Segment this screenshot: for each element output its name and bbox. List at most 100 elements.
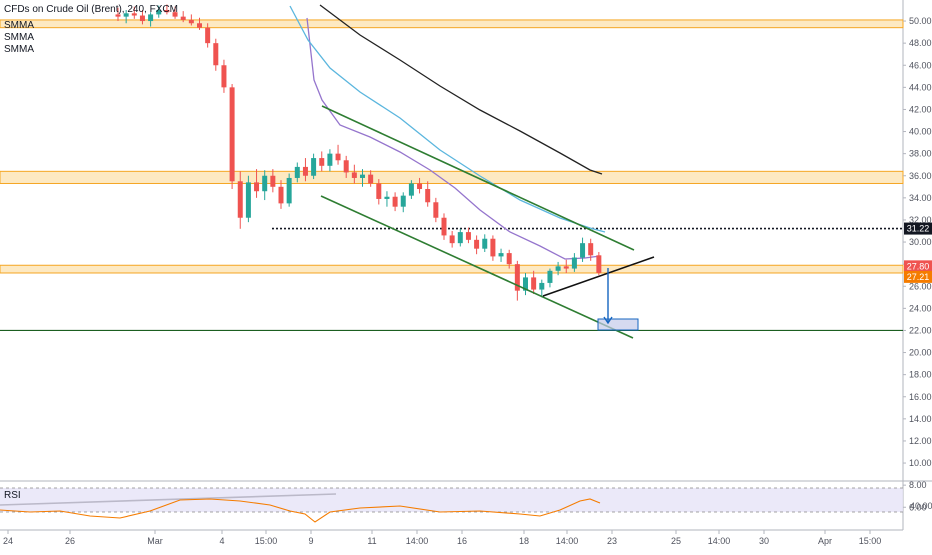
price-badge-label: 27.80 bbox=[907, 261, 930, 271]
rsi-label[interactable]: RSI bbox=[4, 490, 21, 501]
trendline-1 bbox=[321, 105, 635, 251]
candle-body-57 bbox=[580, 243, 586, 258]
y-tick-label: 42.00 bbox=[909, 104, 932, 114]
candle-body-26 bbox=[327, 153, 333, 166]
x-tick-label: 24 bbox=[3, 536, 13, 546]
candle-body-39 bbox=[433, 202, 439, 218]
candle-body-54 bbox=[555, 266, 561, 271]
candle-body-16 bbox=[245, 182, 251, 218]
target-box bbox=[597, 318, 639, 331]
indicator-label-smma-3[interactable]: SMMA bbox=[4, 44, 34, 55]
candle-body-18 bbox=[262, 175, 268, 192]
y-tick-label: 10.00 bbox=[909, 458, 932, 468]
y-tick-label: 36.00 bbox=[909, 171, 932, 181]
y-tick-label: 40.00 bbox=[909, 127, 932, 137]
candle-body-21 bbox=[286, 177, 292, 204]
y-tick-label: 34.00 bbox=[909, 193, 932, 203]
trendline-3 bbox=[542, 256, 655, 297]
indicator-label-smma-1[interactable]: SMMA bbox=[4, 20, 34, 31]
price-badge-label: 31.22 bbox=[907, 224, 930, 234]
symbol-title[interactable]: CFDs on Crude Oil (Brent), 240, FXCM bbox=[4, 4, 178, 15]
candle-body-2 bbox=[131, 13, 137, 16]
candle-body-59 bbox=[596, 255, 602, 273]
candle-body-22 bbox=[294, 166, 300, 178]
candle-body-58 bbox=[588, 243, 594, 256]
candle-body-13 bbox=[221, 65, 227, 88]
candle-body-43 bbox=[465, 232, 471, 240]
candle-body-6 bbox=[164, 10, 170, 13]
resistance-zone-2 bbox=[0, 170, 904, 184]
candle-body-34 bbox=[392, 196, 398, 207]
trendline-2 bbox=[320, 195, 634, 339]
candle-body-3 bbox=[139, 15, 145, 22]
x-tick-label: 25 bbox=[671, 536, 681, 546]
candle-body-47 bbox=[498, 253, 504, 257]
candle-body-52 bbox=[539, 282, 545, 290]
candle-body-36 bbox=[408, 183, 414, 196]
rsi-band bbox=[0, 488, 903, 512]
candle-body-55 bbox=[563, 266, 569, 269]
x-tick-label: 30 bbox=[759, 536, 769, 546]
candle-body-5 bbox=[156, 10, 162, 15]
x-tick-label: 15:00 bbox=[255, 536, 278, 546]
candle-body-49 bbox=[514, 264, 520, 291]
y-tick-label: 16.00 bbox=[909, 392, 932, 402]
resistance-zone-1 bbox=[0, 19, 904, 29]
y-tick-label: 14.00 bbox=[909, 414, 932, 424]
y-tick-label: 48.00 bbox=[909, 38, 932, 48]
y-tick-label: 32.00 bbox=[909, 215, 932, 225]
y-tick-label: 44.00 bbox=[909, 82, 932, 92]
candle-body-25 bbox=[319, 158, 325, 166]
y-tick-label: 24.00 bbox=[909, 303, 932, 313]
candle-body-1 bbox=[123, 13, 129, 17]
x-tick-label: 23 bbox=[607, 536, 617, 546]
candle-body-4 bbox=[148, 14, 154, 22]
candle-body-38 bbox=[425, 189, 431, 203]
y-tick-label: 18.00 bbox=[909, 370, 932, 380]
rsi-level-label: 40.00 bbox=[910, 501, 932, 511]
candle-body-10 bbox=[197, 23, 202, 28]
price-badge-1 bbox=[904, 222, 932, 235]
candle-body-32 bbox=[376, 183, 382, 199]
candle-body-7 bbox=[172, 12, 178, 17]
candle-body-48 bbox=[506, 253, 512, 265]
price-badge-label: 27.21 bbox=[907, 272, 930, 282]
resistance-zone-3 bbox=[0, 264, 904, 274]
candle-body-33 bbox=[384, 196, 390, 199]
smma-line-1 bbox=[306, 17, 601, 260]
candle-body-50 bbox=[523, 277, 528, 291]
smma-line-2 bbox=[289, 5, 606, 233]
candle-body-44 bbox=[474, 239, 480, 249]
candle-body-41 bbox=[449, 235, 455, 244]
candle-body-30 bbox=[360, 174, 365, 178]
candle-body-27 bbox=[335, 153, 341, 161]
y-tick-label: 22.00 bbox=[909, 325, 932, 335]
x-tick-label: 16 bbox=[457, 536, 467, 546]
y-tick-label: 46.00 bbox=[909, 60, 932, 70]
x-tick-label: 26 bbox=[65, 536, 75, 546]
candle-body-45 bbox=[482, 238, 488, 249]
candle-body-23 bbox=[302, 166, 308, 176]
price-badge-3 bbox=[904, 270, 932, 283]
candle-body-15 bbox=[237, 181, 243, 218]
x-tick-label: 14:00 bbox=[406, 536, 429, 546]
x-tick-label: Mar bbox=[147, 536, 163, 546]
candle-body-46 bbox=[490, 238, 496, 257]
candle-body-29 bbox=[351, 172, 357, 178]
y-tick-label: 12.00 bbox=[909, 436, 932, 446]
y-tick-label: 20.00 bbox=[909, 348, 932, 358]
x-tick-label: 15:00 bbox=[859, 536, 882, 546]
price-badge-2 bbox=[904, 260, 932, 273]
candle-body-40 bbox=[441, 217, 447, 236]
indicator-label-smma-2[interactable]: SMMA bbox=[4, 32, 34, 43]
candle-body-20 bbox=[278, 186, 284, 204]
candle-body-31 bbox=[368, 174, 374, 184]
x-tick-label: 11 bbox=[367, 536, 376, 546]
x-tick-label: 14:00 bbox=[556, 536, 579, 546]
candle-body-37 bbox=[417, 183, 423, 190]
candle-body-42 bbox=[457, 232, 463, 244]
candle-body-53 bbox=[547, 270, 553, 283]
candle-body-19 bbox=[270, 175, 276, 187]
